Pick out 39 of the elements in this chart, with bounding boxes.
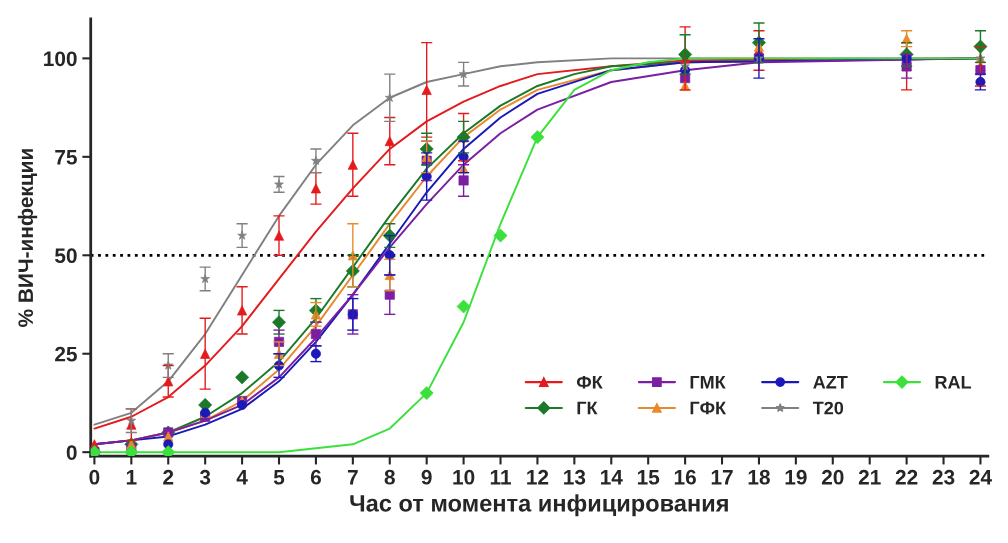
- x-tick-label: 16: [674, 469, 696, 485]
- x-tick-label: 12: [527, 469, 549, 485]
- x-tick-label: 6: [310, 469, 321, 485]
- x-tick-label: 17: [711, 470, 733, 485]
- legend-label: AZT: [813, 375, 848, 389]
- x-tick-label: 22: [895, 469, 918, 485]
- x-tick-label: 1: [126, 470, 137, 485]
- x-tick-label: 11: [490, 470, 511, 485]
- x-tick-label: 10: [453, 469, 475, 485]
- x-tick-label: 14: [601, 470, 623, 485]
- legend-label: T20: [812, 401, 844, 415]
- y-tick-label: 25: [55, 346, 77, 362]
- x-tick-label: 23: [932, 469, 955, 485]
- legend-label: ГК: [577, 401, 598, 415]
- y-axis-title: % ВИЧ-инфекции: [17, 149, 38, 327]
- y-tick-label: 100: [44, 51, 77, 67]
- x-tick-label: 19: [785, 469, 807, 485]
- x-tick-label: 5: [273, 470, 285, 485]
- x-tick-label: 9: [421, 469, 432, 485]
- y-tick-label: 75: [55, 150, 77, 165]
- x-tick-label: 0: [89, 469, 100, 485]
- x-tick-label: 20: [821, 469, 844, 485]
- y-tick-label: 50: [55, 248, 77, 264]
- x-tick-label: 2: [163, 469, 174, 485]
- x-tick-label: 3: [199, 469, 211, 485]
- x-tick-label: 8: [384, 469, 395, 485]
- x-tick-label: 21: [858, 469, 881, 485]
- x-tick-label: 4: [236, 470, 248, 485]
- x-tick-label: 7: [347, 470, 358, 485]
- x-tick-label: 18: [748, 469, 770, 485]
- legend-label: ГФК: [690, 401, 727, 415]
- legend-label: RAL: [935, 375, 972, 389]
- x-tick-label: 15: [637, 470, 660, 485]
- x-tick-label: 13: [564, 469, 586, 485]
- x-axis-title: Час от момента инфицирования: [350, 494, 728, 517]
- y-tick-label: 0: [66, 445, 77, 460]
- legend-label: ФК: [576, 375, 603, 389]
- x-tick-label: 24: [969, 469, 992, 485]
- legend-label: ГМК: [690, 375, 726, 389]
